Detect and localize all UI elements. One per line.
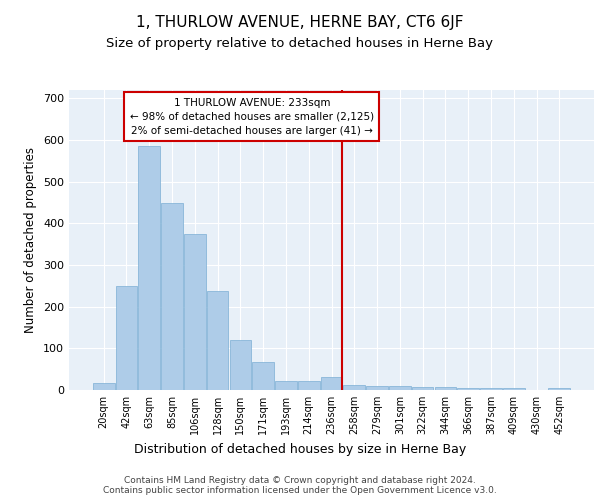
Text: Size of property relative to detached houses in Herne Bay: Size of property relative to detached ho…: [107, 38, 493, 51]
Text: Contains HM Land Registry data © Crown copyright and database right 2024.
Contai: Contains HM Land Registry data © Crown c…: [103, 476, 497, 495]
Text: 1, THURLOW AVENUE, HERNE BAY, CT6 6JF: 1, THURLOW AVENUE, HERNE BAY, CT6 6JF: [136, 15, 464, 30]
Bar: [184, 234, 206, 390]
Bar: [207, 291, 229, 390]
Text: 1 THURLOW AVENUE: 233sqm
← 98% of detached houses are smaller (2,125)
2% of semi: 1 THURLOW AVENUE: 233sqm ← 98% of detach…: [130, 98, 374, 136]
Bar: [548, 388, 570, 390]
Bar: [457, 388, 479, 390]
Bar: [298, 381, 320, 390]
Bar: [161, 202, 183, 390]
Bar: [412, 386, 433, 390]
Bar: [139, 146, 160, 390]
Text: Distribution of detached houses by size in Herne Bay: Distribution of detached houses by size …: [134, 442, 466, 456]
Bar: [389, 386, 410, 390]
Bar: [366, 386, 388, 390]
Bar: [230, 340, 251, 390]
Bar: [320, 376, 343, 390]
Bar: [93, 383, 115, 390]
Y-axis label: Number of detached properties: Number of detached properties: [25, 147, 37, 333]
Bar: [275, 381, 297, 390]
Bar: [503, 388, 524, 390]
Bar: [480, 388, 502, 390]
Bar: [434, 386, 456, 390]
Bar: [343, 384, 365, 390]
Bar: [253, 362, 274, 390]
Bar: [116, 286, 137, 390]
